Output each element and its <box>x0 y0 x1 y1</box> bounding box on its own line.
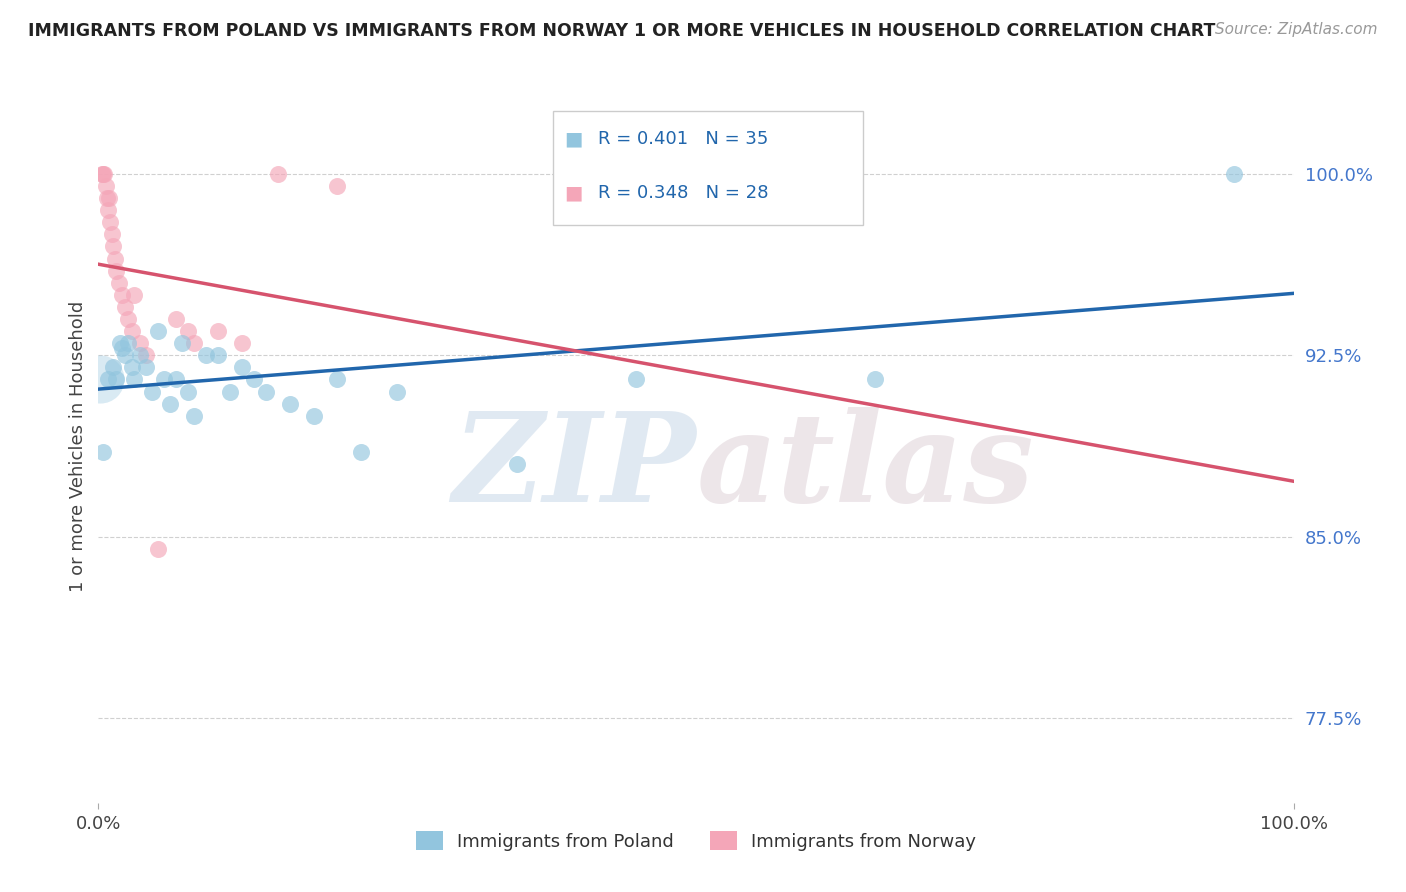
Point <box>111 341 134 355</box>
Point <box>105 372 128 386</box>
Point <box>183 409 205 423</box>
Point <box>254 384 277 399</box>
Point <box>626 372 648 386</box>
Y-axis label: 1 or more Vehicles in Household: 1 or more Vehicles in Household <box>69 301 87 591</box>
Point <box>506 457 529 471</box>
Point <box>326 178 349 193</box>
Point <box>96 191 118 205</box>
Point <box>108 336 131 351</box>
Point <box>94 178 117 193</box>
FancyBboxPatch shape <box>553 111 863 225</box>
Text: ■: ■ <box>565 129 583 149</box>
Point <box>129 336 152 351</box>
Point <box>267 167 290 181</box>
Text: ■: ■ <box>565 183 583 202</box>
Point <box>104 252 127 266</box>
Point <box>195 348 218 362</box>
Point <box>93 167 115 181</box>
Point <box>135 360 157 375</box>
Point <box>207 324 229 338</box>
Text: ZIP: ZIP <box>453 407 696 528</box>
Point <box>89 372 111 386</box>
Text: R = 0.348   N = 28: R = 0.348 N = 28 <box>598 184 769 202</box>
Point <box>105 263 128 277</box>
Point <box>278 397 301 411</box>
Point <box>865 372 887 386</box>
Point <box>121 360 143 375</box>
Point <box>91 167 114 181</box>
Point <box>91 167 114 181</box>
Point <box>100 227 122 242</box>
Point <box>111 288 134 302</box>
Point <box>385 384 409 399</box>
Point <box>98 215 122 229</box>
Point <box>117 336 139 351</box>
Point <box>231 360 253 375</box>
Point <box>326 372 349 386</box>
Text: atlas: atlas <box>696 407 1033 528</box>
Point <box>183 336 205 351</box>
Point <box>177 384 200 399</box>
Point <box>177 324 200 338</box>
Point <box>219 384 242 399</box>
Point <box>159 397 181 411</box>
Point <box>153 372 176 386</box>
Point <box>148 541 170 556</box>
Point <box>135 348 157 362</box>
Point <box>243 372 266 386</box>
Point <box>148 324 170 338</box>
Point <box>129 348 152 362</box>
Point <box>98 191 121 205</box>
Text: Source: ZipAtlas.com: Source: ZipAtlas.com <box>1215 22 1378 37</box>
Point <box>302 409 325 423</box>
Point <box>207 348 229 362</box>
Point <box>165 372 187 386</box>
Legend: Immigrants from Poland, Immigrants from Norway: Immigrants from Poland, Immigrants from … <box>408 824 984 858</box>
Point <box>172 336 194 351</box>
Point <box>97 372 120 386</box>
Point <box>101 360 124 375</box>
Point <box>124 372 146 386</box>
Point <box>121 324 143 338</box>
Point <box>1223 167 1246 181</box>
Point <box>114 348 136 362</box>
Point <box>350 445 373 459</box>
Point <box>124 288 146 302</box>
Point <box>107 276 129 290</box>
Point <box>141 384 163 399</box>
Point <box>101 239 124 253</box>
Point <box>117 312 139 326</box>
Text: R = 0.401   N = 35: R = 0.401 N = 35 <box>598 130 768 148</box>
Point <box>91 445 114 459</box>
Text: IMMIGRANTS FROM POLAND VS IMMIGRANTS FROM NORWAY 1 OR MORE VEHICLES IN HOUSEHOLD: IMMIGRANTS FROM POLAND VS IMMIGRANTS FRO… <box>28 22 1216 40</box>
Point <box>165 312 187 326</box>
Point <box>97 203 120 218</box>
Point <box>231 336 253 351</box>
Point <box>114 300 136 314</box>
